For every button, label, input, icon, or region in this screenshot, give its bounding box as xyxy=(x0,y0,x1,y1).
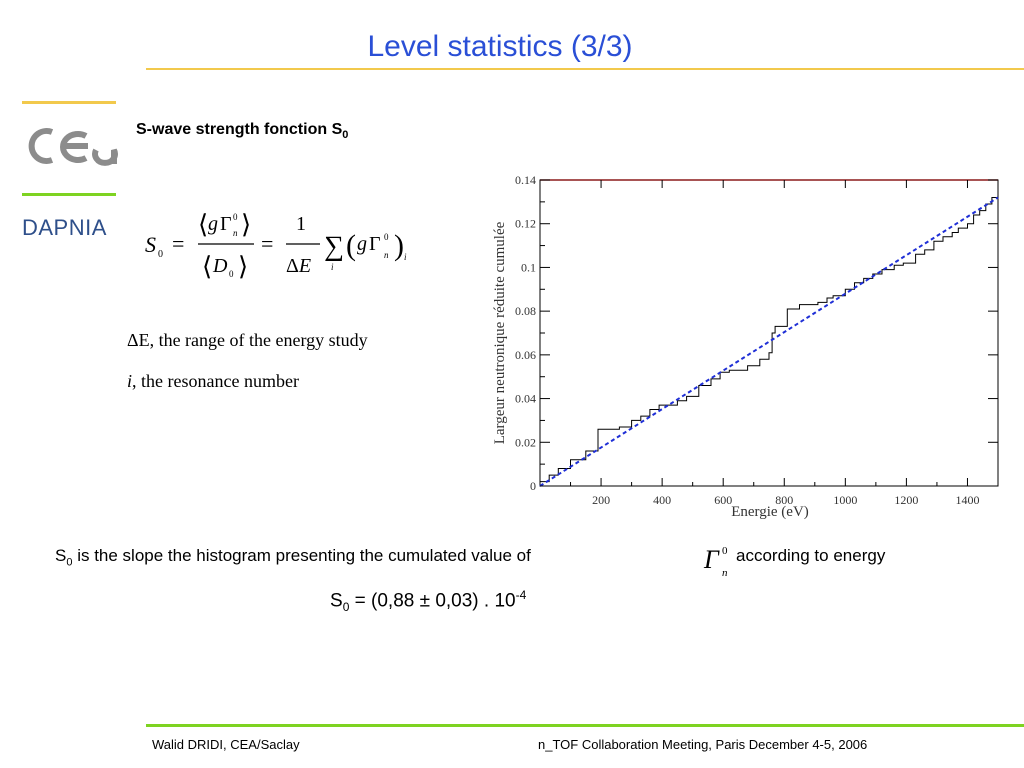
svg-text:): ) xyxy=(394,229,404,262)
svg-text:⟩: ⟩ xyxy=(238,252,248,281)
svg-text:∑: ∑ xyxy=(324,231,344,262)
logo-bottom-bar xyxy=(22,193,116,196)
x-tick-label: 1200 xyxy=(894,493,918,507)
svg-text:⟨: ⟨ xyxy=(198,210,208,239)
svg-text:1: 1 xyxy=(296,213,306,235)
y-tick-label: 0.04 xyxy=(515,392,536,406)
x-tick-label: 1400 xyxy=(955,493,979,507)
svg-text:Γ: Γ xyxy=(703,545,720,574)
fit-series xyxy=(539,196,999,487)
y-tick-label: 0.06 xyxy=(515,348,536,362)
result-s: S xyxy=(330,590,343,612)
svg-text:n: n xyxy=(233,228,238,238)
result-value: S0 = (0,88 ± 0,03) . 10-4 xyxy=(330,588,526,614)
plot-frame-group xyxy=(539,179,999,487)
plot-frame xyxy=(539,179,999,487)
svg-text:⟩: ⟩ xyxy=(241,210,251,239)
note-i-text: , the resonance number xyxy=(132,371,299,391)
slope-s: S xyxy=(55,546,67,565)
y-axis-label: Largeur neutronique réduite cumulée xyxy=(492,221,508,444)
x-tick-label: 1000 xyxy=(833,493,857,507)
svg-text:=: = xyxy=(172,231,184,256)
footer-meeting: n_TOF Collaboration Meeting, Paris Decem… xyxy=(538,737,868,752)
page-title: Level statistics (3/3) xyxy=(367,30,633,63)
x-tick-label: 400 xyxy=(653,493,671,507)
note-resonance-number: i, the resonance number xyxy=(127,371,299,392)
svg-text:ΔE: ΔE xyxy=(286,255,311,277)
slope-statement-end: according to energy xyxy=(736,546,886,565)
y-tick-label: 0.14 xyxy=(515,173,536,187)
strength-function-formula: S 0 = ⟨ g Γ 0 n ⟩ ⟨ D 0 ⟩ = 1 ΔE ∑ i ( g… xyxy=(145,210,407,281)
svg-text:i: i xyxy=(404,252,407,262)
cumulated-width-chart: 200 400 600 800 1000 1200 1400 0 0.02 0.04 0.06 0.0… xyxy=(492,173,999,520)
footer-rule xyxy=(146,724,1024,727)
axes-group: 200 400 600 800 1000 1200 1400 0 0.02 0.04 0.06 0.0… xyxy=(515,173,999,507)
y-tick-label: 0.1 xyxy=(521,260,536,274)
slope-s-subscript: 0 xyxy=(66,556,73,569)
x-tick-label: 200 xyxy=(592,493,610,507)
y-tick-label: 0.08 xyxy=(515,304,536,318)
svg-text:0: 0 xyxy=(233,212,238,222)
slope-text: is the slope the histogram presenting th… xyxy=(72,546,531,565)
svg-text:g: g xyxy=(208,213,218,235)
svg-text:Γ: Γ xyxy=(369,233,381,255)
result-number: = (0,88 ± 0,03) . 10 xyxy=(349,590,516,612)
svg-text:n: n xyxy=(722,567,728,579)
note-i-variable: i xyxy=(127,371,133,391)
histogram-series xyxy=(540,197,998,483)
svg-text:g: g xyxy=(357,233,367,255)
slope-statement: S0 is the slope the histogram presenting… xyxy=(55,546,531,568)
svg-text:(: ( xyxy=(346,229,356,262)
y-tick-label: 0.12 xyxy=(515,217,536,231)
svg-text:=: = xyxy=(261,231,273,256)
footer-author: Walid DRIDI, CEA/Saclay xyxy=(152,737,300,752)
y-tick-label: 0.02 xyxy=(515,435,536,449)
x-tick-label: 800 xyxy=(775,493,793,507)
subtitle-subscript: 0 xyxy=(342,129,349,142)
x-tick-label: 600 xyxy=(714,493,732,507)
histogram-line xyxy=(540,197,998,483)
svg-text:0: 0 xyxy=(722,545,728,557)
logo-top-bar xyxy=(22,101,116,104)
y-tick-label: 0 xyxy=(530,479,536,493)
svg-text:S: S xyxy=(145,232,156,257)
gamma-symbol: Γ 0 n xyxy=(703,545,728,579)
section-subtitle: S-wave strength fonction S0 xyxy=(136,121,348,141)
fit-line xyxy=(539,196,999,487)
svg-text:0: 0 xyxy=(384,232,389,242)
note-delta-e: ΔE, the range of the energy study xyxy=(127,330,368,350)
cea-logo-icon xyxy=(28,128,118,166)
subtitle-text: S-wave strength fonction S xyxy=(136,121,343,138)
svg-text:i: i xyxy=(331,262,334,272)
svg-text:0: 0 xyxy=(158,249,163,260)
result-s-subscript: 0 xyxy=(342,600,350,615)
title-rule xyxy=(146,68,1024,70)
dapnia-label: DAPNIA xyxy=(22,215,107,240)
result-exponent: -4 xyxy=(515,588,527,602)
svg-text:0: 0 xyxy=(229,269,234,279)
svg-text:⟨: ⟨ xyxy=(202,252,212,281)
svg-text:n: n xyxy=(384,250,389,260)
x-axis-label: Energie (eV) xyxy=(731,504,809,520)
svg-text:Γ: Γ xyxy=(220,213,232,235)
svg-text:D: D xyxy=(212,255,228,277)
